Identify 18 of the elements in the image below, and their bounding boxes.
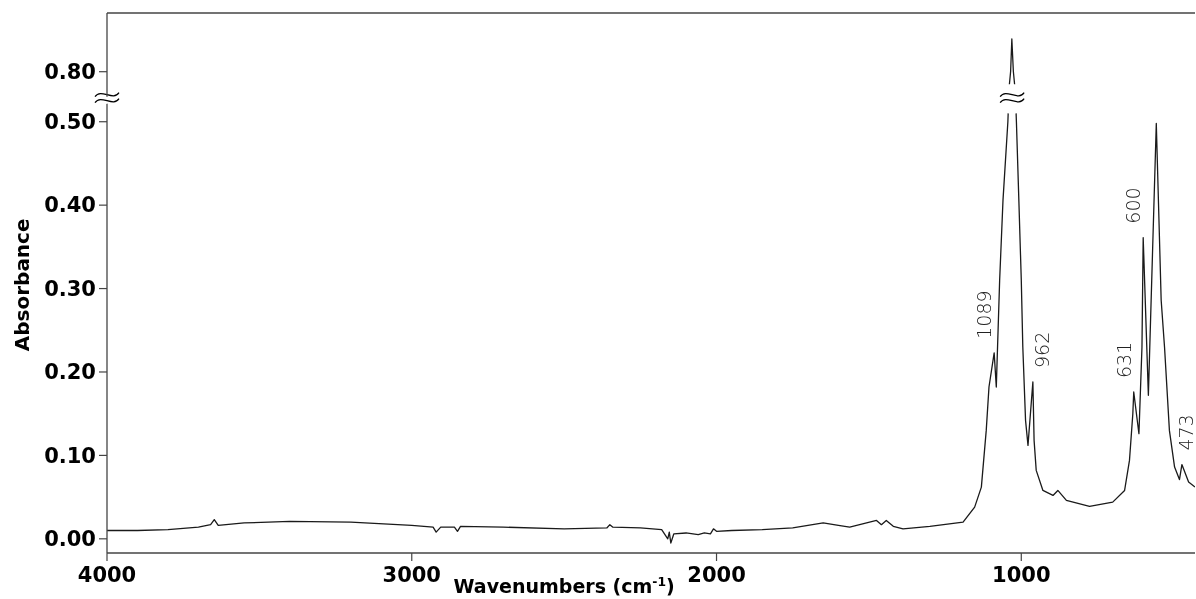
y-tick-label: 0.50 xyxy=(44,110,96,135)
y-tick-label: 0.30 xyxy=(44,276,96,301)
annotation: 631 xyxy=(1112,341,1135,378)
x-tick-label: 3000 xyxy=(382,563,441,587)
x-tick-label: 2000 xyxy=(687,563,746,587)
y-tick-label: 0.10 xyxy=(44,443,96,468)
y-tick-label: 0.40 xyxy=(44,193,96,218)
x-tick-label: 1000 xyxy=(992,563,1051,587)
y-axis-title: Absorbance xyxy=(10,218,34,352)
text: 0.80 xyxy=(44,60,96,85)
annotation: 473 xyxy=(1175,414,1196,451)
annotation: 962 xyxy=(1030,331,1053,368)
x-tick-label: 4000 xyxy=(77,563,137,587)
annotation: 1089 xyxy=(973,290,996,339)
annotation: 600 xyxy=(1122,187,1145,224)
x-axis-title: Wavenumbers (cm$^{-1}$) xyxy=(453,575,675,597)
y-tick-label: 0.00 xyxy=(44,527,96,552)
y-tick-label: 0.20 xyxy=(44,360,96,385)
